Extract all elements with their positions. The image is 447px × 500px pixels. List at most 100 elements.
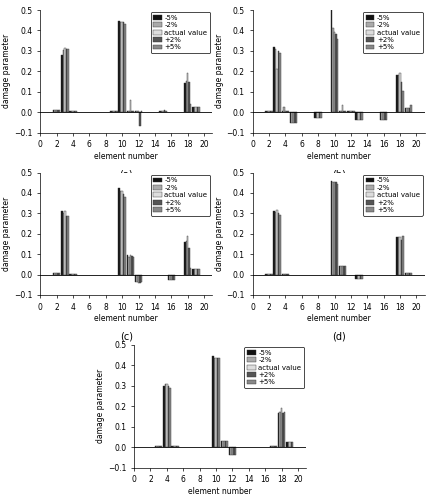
Bar [197, 270, 198, 274]
Bar [53, 272, 55, 274]
Bar [190, 104, 191, 112]
Bar [335, 34, 337, 112]
Bar [131, 111, 133, 112]
Bar [165, 111, 167, 112]
Bar [271, 111, 273, 112]
Bar [406, 272, 408, 274]
Bar [112, 111, 113, 112]
Bar [275, 49, 276, 112]
Bar [405, 108, 406, 112]
Bar [360, 112, 361, 120]
Bar [357, 274, 358, 278]
Bar [131, 256, 133, 274]
Y-axis label: damage parameter: damage parameter [96, 369, 105, 444]
Bar [398, 237, 399, 275]
X-axis label: element number: element number [307, 314, 371, 324]
Bar [67, 216, 68, 274]
Bar [71, 111, 72, 112]
Bar [128, 257, 130, 274]
Bar [334, 32, 335, 112]
Legend: -5%, -2%, actual value, +2%, +5%: -5%, -2%, actual value, +2%, +5% [151, 12, 210, 53]
Bar [335, 182, 337, 274]
Bar [190, 268, 191, 274]
Bar [399, 74, 401, 112]
Bar [195, 107, 197, 112]
Bar [160, 111, 161, 112]
Bar [122, 22, 123, 112]
Bar [163, 386, 164, 447]
Bar [64, 48, 66, 112]
Bar [187, 236, 189, 275]
Bar [268, 111, 270, 112]
Bar [168, 386, 169, 447]
Bar [267, 111, 268, 112]
Bar [138, 111, 139, 112]
Bar [160, 446, 161, 447]
Legend: -5%, -2%, actual value, +2%, +5%: -5%, -2%, actual value, +2%, +5% [151, 174, 210, 216]
Bar [186, 241, 187, 274]
Bar [282, 111, 283, 112]
Bar [273, 446, 274, 447]
Bar [270, 446, 271, 447]
Bar [122, 191, 123, 274]
Bar [66, 216, 67, 274]
Bar [358, 112, 360, 120]
Bar [409, 108, 410, 112]
Bar [120, 22, 122, 112]
Bar [286, 111, 287, 112]
Bar [360, 274, 361, 278]
Bar [341, 111, 342, 112]
Bar [57, 272, 59, 274]
Bar [198, 107, 200, 112]
Bar [283, 107, 285, 112]
Bar [408, 272, 409, 274]
Bar [276, 446, 277, 447]
Bar [384, 112, 386, 120]
Bar [293, 112, 294, 124]
Bar [195, 270, 197, 274]
X-axis label: element number: element number [94, 152, 158, 161]
Bar [74, 111, 75, 112]
Bar [361, 112, 363, 120]
Bar [169, 274, 171, 280]
Bar [189, 248, 190, 274]
Bar [341, 266, 342, 274]
Bar [284, 412, 285, 447]
Bar [406, 108, 408, 112]
Bar [123, 22, 124, 112]
Bar [278, 51, 279, 112]
Bar [158, 446, 160, 447]
Bar [215, 358, 217, 447]
Bar [337, 38, 338, 112]
Bar [118, 21, 120, 112]
Bar [75, 111, 77, 112]
Bar [61, 55, 63, 112]
Bar [136, 274, 138, 281]
X-axis label: element number: element number [188, 487, 252, 496]
Bar [174, 446, 176, 447]
Bar [279, 412, 281, 447]
Text: (c): (c) [120, 332, 133, 342]
Bar [135, 274, 136, 281]
Y-axis label: damage parameter: damage parameter [215, 196, 224, 271]
Bar [271, 446, 273, 447]
Bar [409, 272, 410, 274]
Bar [320, 112, 322, 118]
Bar [296, 112, 297, 124]
Bar [162, 111, 164, 112]
Bar [64, 212, 66, 274]
Bar [135, 111, 136, 112]
Bar [396, 76, 398, 112]
Bar [173, 446, 174, 447]
Bar [314, 112, 316, 118]
Bar [331, 10, 332, 112]
Bar [287, 442, 289, 447]
Y-axis label: damage parameter: damage parameter [2, 196, 12, 271]
Bar [141, 111, 142, 112]
Bar [220, 441, 222, 447]
Bar [59, 110, 60, 112]
Bar [286, 442, 287, 447]
Bar [198, 270, 200, 274]
Bar [53, 110, 55, 112]
Bar [402, 90, 404, 112]
